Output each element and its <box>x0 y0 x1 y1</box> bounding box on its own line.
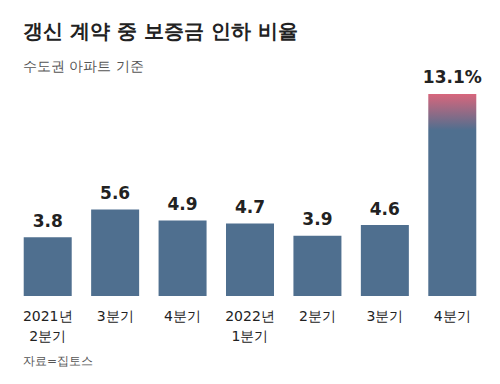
svg-text:3분기: 3분기 <box>97 308 134 324</box>
svg-text:4.7: 4.7 <box>235 197 265 217</box>
svg-text:4분기: 4분기 <box>434 308 471 324</box>
svg-text:수도권 아파트 기준: 수도권 아파트 기준 <box>23 58 144 74</box>
svg-text:1분기: 1분기 <box>232 328 269 344</box>
svg-text:갱신 계약 중 보증금 인하 비율: 갱신 계약 중 보증금 인하 비율 <box>23 19 298 43</box>
svg-text:2022년: 2022년 <box>225 308 275 324</box>
svg-text:4.9: 4.9 <box>168 194 198 214</box>
svg-text:3분기: 3분기 <box>366 308 403 324</box>
svg-text:3.9: 3.9 <box>302 209 332 229</box>
svg-text:4분기: 4분기 <box>164 308 201 324</box>
svg-text:2021년: 2021년 <box>23 308 73 324</box>
svg-text:3.8: 3.8 <box>33 211 63 231</box>
svg-text:2분기: 2분기 <box>29 328 66 344</box>
svg-text:5.6: 5.6 <box>100 183 130 203</box>
svg-text:2분기: 2분기 <box>299 308 336 324</box>
svg-text:4.6: 4.6 <box>370 199 400 219</box>
svg-text:자료=집토스: 자료=집토스 <box>23 354 93 368</box>
svg-text:13.1%: 13.1% <box>423 67 482 87</box>
